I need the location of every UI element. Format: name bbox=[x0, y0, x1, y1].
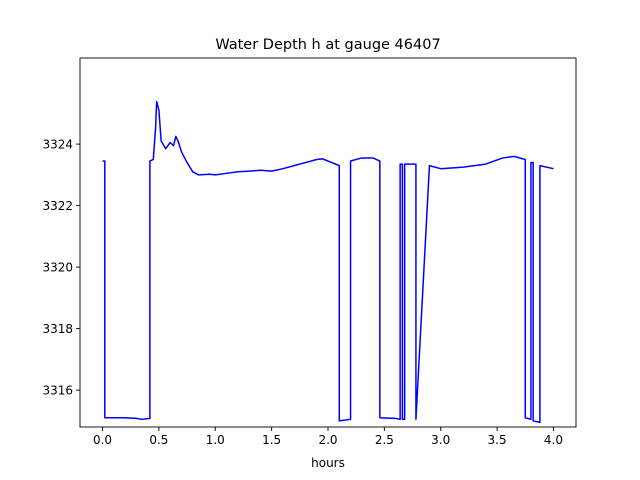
y-tick-label: 3318 bbox=[42, 322, 73, 336]
y-tick-label: 3316 bbox=[42, 384, 73, 398]
x-tick-label: 0.5 bbox=[149, 433, 168, 447]
x-axis-label: hours bbox=[311, 456, 345, 470]
series-line-water-depth bbox=[102, 100, 554, 424]
x-tick-label: 4.0 bbox=[544, 433, 563, 447]
x-tick-label: 3.5 bbox=[488, 433, 507, 447]
x-tick-label: 1.5 bbox=[262, 433, 281, 447]
y-tick-label: 3322 bbox=[42, 199, 73, 213]
chart-title: Water Depth h at gauge 46407 bbox=[215, 37, 440, 53]
x-tick-label: 0.0 bbox=[93, 433, 112, 447]
x-tick-label: 2.5 bbox=[375, 433, 394, 447]
y-tick-label: 3320 bbox=[42, 261, 73, 275]
y-axis-ticks: 3316 3318 3320 3322 3324 bbox=[42, 138, 80, 398]
y-tick-label: 3324 bbox=[42, 138, 73, 152]
x-tick-label: 2.0 bbox=[318, 433, 337, 447]
x-tick-label: 3.0 bbox=[431, 433, 450, 447]
x-tick-label: 1.0 bbox=[206, 433, 225, 447]
x-axis-ticks: 0.0 0.5 1.0 1.5 2.0 2.5 3.0 3.5 4.0 bbox=[93, 427, 563, 447]
